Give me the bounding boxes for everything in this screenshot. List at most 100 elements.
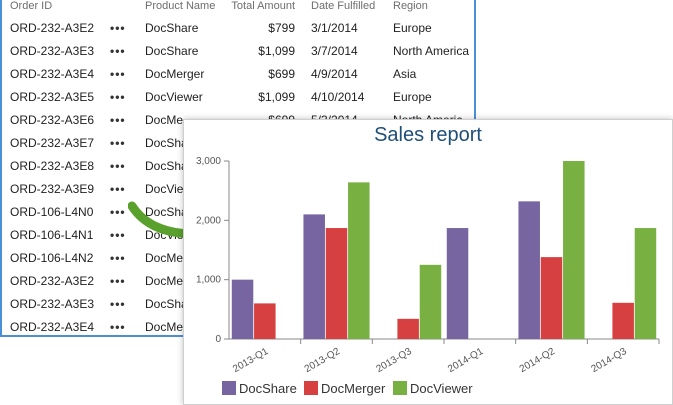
- bar-docshare-2014-q1: [446, 228, 469, 339]
- table-row[interactable]: ORD-232-A3E4 ••• DocMerger $699 4/9/2014 Asia: [2, 62, 474, 85]
- order-id-cell: ORD-232-A3E3: [10, 296, 95, 311]
- table-row[interactable]: ORD-232-A3E4 ••• DocMe: [2, 315, 474, 335]
- bar-docmerger-2014-q3: [612, 302, 634, 339]
- x-tick-label: 2014-Q3: [589, 346, 629, 375]
- product-name-cell: DocMe: [145, 112, 184, 127]
- product-name-cell: DocView: [145, 181, 193, 196]
- x-tick-label: 2014-Q1: [446, 346, 486, 375]
- row-menu-ellipsis-icon[interactable]: •••: [110, 66, 126, 81]
- x-tick-label: 2014-Q2: [518, 346, 558, 375]
- y-tick-label: 2,000: [196, 215, 221, 226]
- row-menu-ellipsis-icon[interactable]: •••: [110, 296, 126, 311]
- bar-docshare-2013-q2: [303, 214, 325, 339]
- x-tick-label: 2013-Q1: [231, 346, 271, 375]
- region-cell: Asia: [393, 66, 417, 81]
- total-amount-cell: $1,099: [258, 89, 295, 104]
- row-menu-ellipsis-icon[interactable]: •••: [110, 250, 126, 265]
- row-menu-ellipsis-icon[interactable]: •••: [110, 135, 126, 150]
- product-name-cell: DocMe: [145, 250, 184, 265]
- legend-label-docviewer: DocViewer: [410, 381, 473, 396]
- order-id-cell: ORD-232-A3E7: [10, 135, 95, 150]
- total-amount-cell: $1,099: [258, 43, 295, 58]
- product-name-cell: DocSha: [145, 158, 188, 173]
- legend-swatch-docshare: [222, 381, 236, 395]
- order-id-cell: ORD-232-A3E5: [10, 89, 95, 104]
- row-menu-ellipsis-icon[interactable]: •••: [110, 273, 126, 288]
- table-row[interactable]: ORD-232-A3E5 ••• DocViewer $1,099 4/10/2014 E…: [2, 85, 474, 108]
- order-id-cell: ORD-232-A3E2: [10, 20, 95, 35]
- sales-chart-panel: Sales report 0 1,000 2,000 3,000 2013-Q1 2013…: [183, 119, 673, 405]
- table-row[interactable]: ORD-232-A3E7 ••• DocSha: [2, 131, 474, 154]
- order-id-cell: ORD-232-A3E8: [10, 158, 95, 173]
- bar-docviewer-2013-q2: [348, 182, 370, 339]
- legend-swatch-docviewer: [393, 381, 407, 395]
- bar-docviewer-2013-q3: [419, 264, 442, 339]
- x-tick-label: 2013-Q3: [374, 346, 414, 375]
- date-fulfilled-cell: 3/7/2014: [311, 43, 358, 58]
- col-header-menu: [106, 0, 137, 16]
- table-row[interactable]: ORD-232-A3E9 ••• DocView: [2, 177, 474, 200]
- date-fulfilled-cell: 3/1/2014: [311, 20, 358, 35]
- date-fulfilled-cell: 4/10/2014: [311, 89, 365, 104]
- order-id-cell: ORD-106-L4N1: [10, 227, 94, 242]
- product-name-cell: DocMe: [145, 319, 184, 334]
- table-row[interactable]: ORD-106-L4N2 ••• DocMe: [2, 246, 474, 269]
- bar-docshare-2013-q1: [231, 279, 254, 339]
- row-menu-ellipsis-icon[interactable]: •••: [110, 158, 126, 173]
- product-name-cell: DocMerger: [145, 66, 205, 81]
- table-row[interactable]: ORD-232-A3E2 ••• DocMe: [2, 269, 474, 292]
- order-id-cell: ORD-106-L4N0: [10, 204, 94, 219]
- col-header-date-fulfilled[interactable]: Date Fulfilled: [311, 0, 376, 12]
- product-name-cell: DocShare: [145, 20, 199, 35]
- order-id-cell: ORD-106-L4N2: [10, 250, 94, 265]
- order-id-cell: ORD-232-A3E4: [10, 66, 95, 81]
- row-menu-ellipsis-icon[interactable]: •••: [110, 227, 126, 242]
- chart-title: Sales report: [374, 124, 482, 146]
- total-amount-cell: $699: [268, 66, 295, 81]
- row-menu-ellipsis-icon[interactable]: •••: [110, 20, 126, 35]
- y-tick-label: 3,000: [196, 156, 221, 167]
- row-menu-ellipsis-icon[interactable]: •••: [110, 319, 126, 334]
- col-header-region[interactable]: Region: [393, 0, 428, 12]
- row-menu-ellipsis-icon[interactable]: •••: [110, 112, 126, 127]
- x-tick-label: 2013-Q2: [303, 346, 343, 375]
- sales-chart: 0 1,000 2,000 3,000 2013-Q1 2013-Q2 2013-Q3 201…: [196, 156, 660, 396]
- row-menu-ellipsis-icon[interactable]: •••: [110, 89, 126, 104]
- product-name-cell: DocMe: [145, 273, 184, 288]
- bar-docviewer-2014-q3: [634, 228, 657, 339]
- total-amount-cell: $799: [268, 20, 295, 35]
- region-cell: North America: [393, 43, 470, 58]
- order-id-cell: ORD-232-A3E3: [10, 43, 95, 58]
- col-header-product-name[interactable]: Product Name: [145, 0, 216, 12]
- bar-docmerger-2013-q1: [254, 303, 276, 339]
- table-row[interactable]: ORD-232-A3E2 ••• DocShare $799 3/1/2014 Europ…: [2, 16, 474, 39]
- product-name-cell: DocViewer: [145, 89, 203, 104]
- row-menu-ellipsis-icon[interactable]: •••: [110, 204, 126, 219]
- col-header-order-id[interactable]: Order ID: [10, 0, 53, 12]
- bar-docmerger-2014-q2: [540, 257, 563, 339]
- legend-label-docmerger: DocMerger: [321, 381, 386, 396]
- table-row[interactable]: ORD-106-L4N0 ••• DocSha: [2, 200, 474, 223]
- table-row[interactable]: ORD-232-A3E3 ••• DocShare $1,099 3/7/2014 Nor…: [2, 39, 474, 62]
- order-id-cell: ORD-232-A3E9: [10, 181, 95, 196]
- order-id-cell: ORD-232-A3E2: [10, 273, 95, 288]
- date-fulfilled-cell: 4/9/2014: [311, 66, 358, 81]
- region-cell: Europe: [393, 89, 432, 104]
- bar-docmerger-2013-q3: [397, 318, 419, 339]
- col-header-total-amount[interactable]: Total Amount: [231, 0, 295, 12]
- y-tick-label: 1,000: [196, 275, 221, 286]
- table-row[interactable]: ORD-232-A3E3 ••• DocSha: [2, 292, 474, 315]
- row-menu-ellipsis-icon[interactable]: •••: [110, 181, 126, 196]
- row-menu-ellipsis-icon[interactable]: •••: [110, 43, 126, 58]
- region-cell: Europe: [393, 20, 432, 35]
- product-name-cell: DocShare: [145, 43, 199, 58]
- bar-docmerger-2013-q2: [325, 228, 348, 339]
- order-id-cell: ORD-232-A3E6: [10, 112, 95, 127]
- y-tick-label: 0: [215, 334, 221, 345]
- order-id-cell: ORD-232-A3E4: [10, 319, 95, 334]
- product-name-cell: DocSha: [145, 296, 188, 311]
- bar-docshare-2014-q2: [518, 201, 540, 339]
- table-row[interactable]: ORD-232-A3E8 ••• DocSha: [2, 154, 474, 177]
- legend-swatch-docmerger: [304, 381, 318, 395]
- legend-label-docshare: DocShare: [239, 381, 297, 396]
